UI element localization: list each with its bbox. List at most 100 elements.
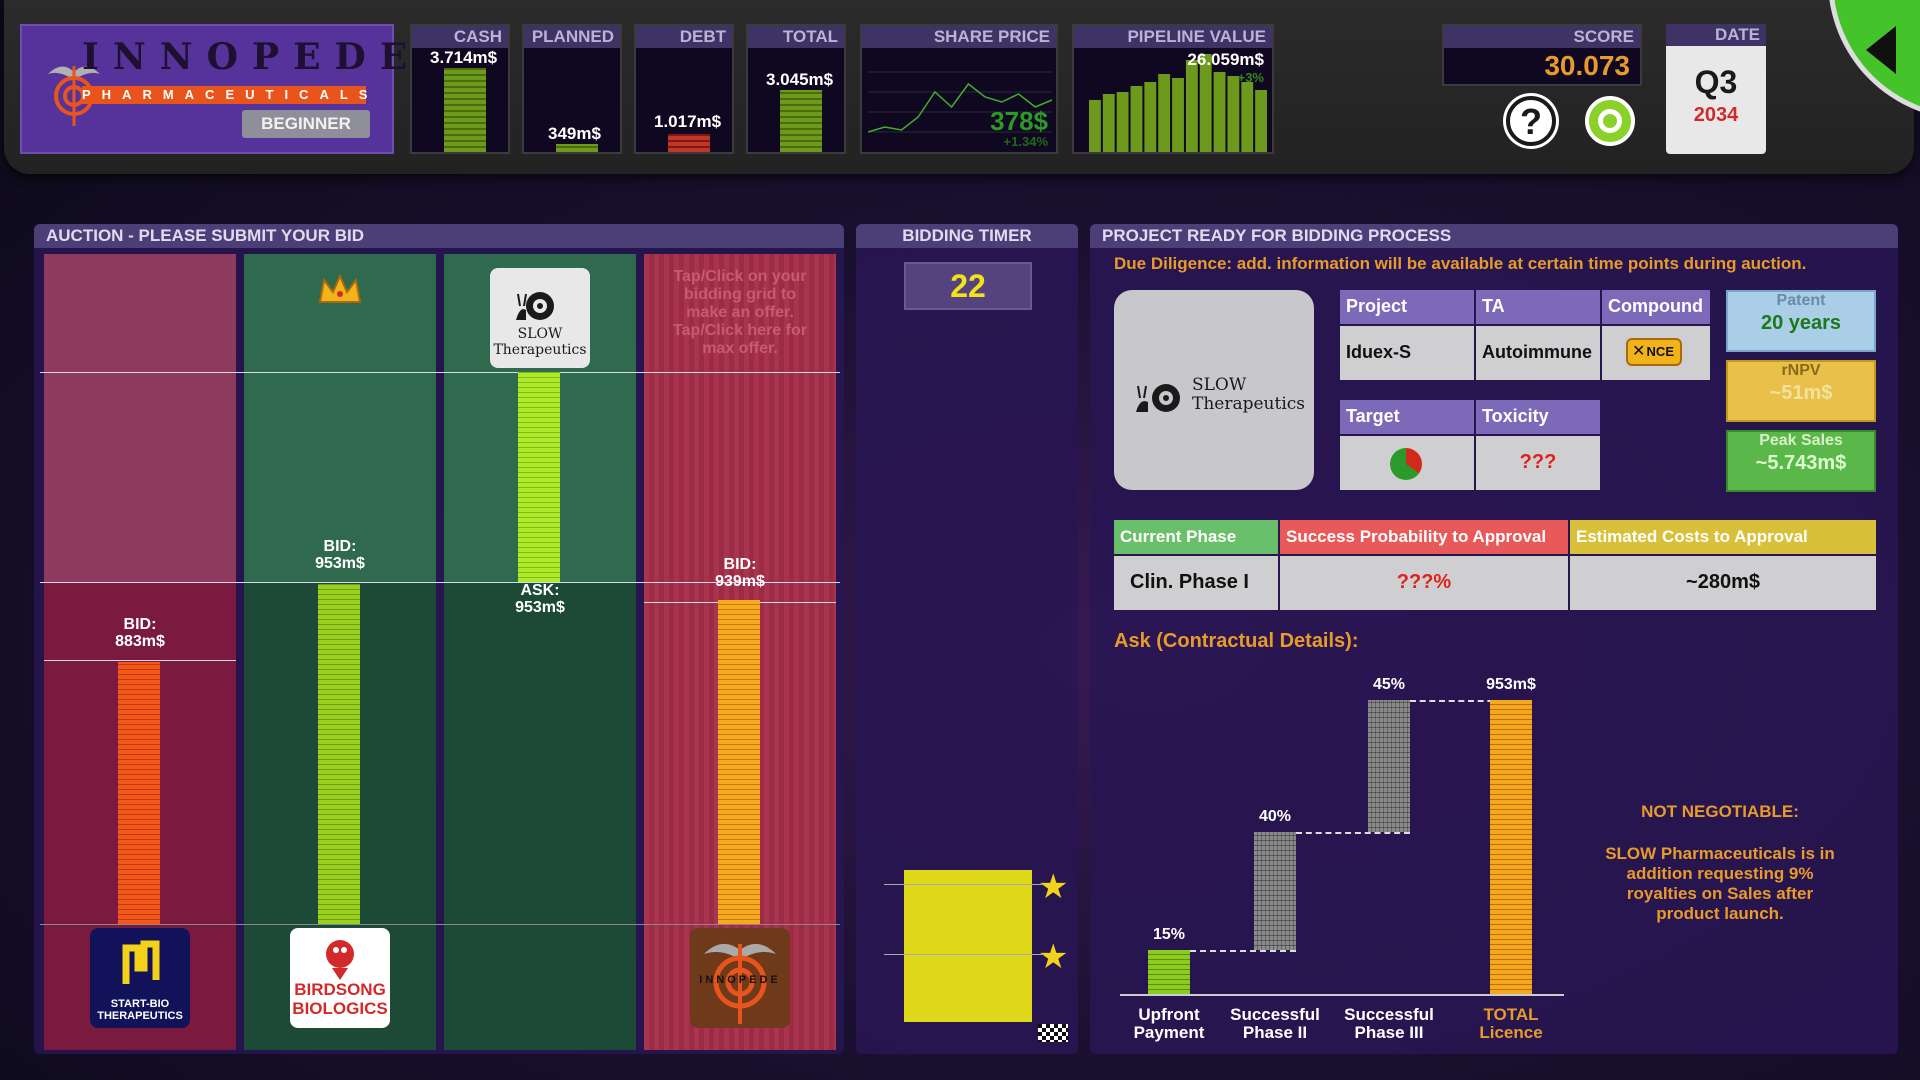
- ask-category-label: TOTAL Licence: [1479, 1005, 1543, 1042]
- pipeline-bar: [1089, 100, 1101, 152]
- molecule-icon: ✕: [1632, 343, 1646, 360]
- target-pie-icon: [1390, 448, 1422, 480]
- planned-value: 349m$: [548, 124, 601, 143]
- patent-value: 20 years: [1760, 312, 1842, 334]
- share-price-widget: SHARE PRICE 378$ +1.34%: [860, 24, 1058, 154]
- ask-bar-label: 953m$: [1486, 676, 1536, 693]
- bid-bar-start-bio: [118, 662, 160, 924]
- project-company-name: SLOW Therapeutics: [1192, 375, 1306, 414]
- compound-header: Compound: [1602, 290, 1710, 324]
- ask-bar-3: [1490, 700, 1532, 994]
- rnpv-label: rNPV: [1781, 362, 1821, 379]
- pipeline-value-value: 26.059m$: [1187, 50, 1264, 69]
- debt-bar: [668, 134, 710, 152]
- score-label: SCORE: [1444, 26, 1640, 48]
- timer-value: 22: [950, 268, 986, 304]
- timer-display: 22: [904, 262, 1032, 310]
- slow-therapeutics-name: SLOW Therapeutics: [493, 326, 587, 358]
- ask-category-label: Upfront Payment: [1133, 1005, 1205, 1042]
- pipeline-value-chart: [1089, 54, 1267, 152]
- ask-bar-0: [1148, 949, 1190, 994]
- project-header: Project: [1340, 290, 1474, 324]
- ask-bar-label: 15%: [1152, 925, 1186, 943]
- estimated-costs-value: ~280m$: [1570, 556, 1876, 610]
- estimated-costs-header: Estimated Costs to Approval: [1570, 520, 1876, 554]
- share-price-change: +1.34%: [1003, 134, 1048, 149]
- ta-header: TA: [1476, 290, 1600, 324]
- success-probability-value: ???%: [1280, 556, 1568, 610]
- date-year: 2034: [1693, 104, 1739, 126]
- ask-label-slow: ASK: 953m$: [515, 582, 565, 616]
- compound-cell: ✕ NCE: [1602, 326, 1710, 380]
- timer-threshold-line-1: [884, 884, 1042, 885]
- ask-category-label: Successful Phase II: [1230, 1005, 1320, 1042]
- birdsong-logo: BIRDSONG BIOLOGICS: [290, 928, 390, 1028]
- settings-gear-icon[interactable]: [1585, 96, 1635, 146]
- back-arrow-icon[interactable]: [1866, 26, 1896, 74]
- ask-bar-2: [1368, 700, 1410, 833]
- ask-bar-slow: [518, 372, 560, 582]
- score-value: 30.073: [1544, 50, 1630, 81]
- star-icon: ★: [1038, 868, 1069, 906]
- bid-hint-text[interactable]: Tap/Click on your bidding grid to make a…: [673, 268, 807, 357]
- debt-value: 1.017m$: [654, 112, 722, 131]
- planned-widget: PLANNED 349m$: [522, 24, 622, 154]
- total-widget: TOTAL 3.045m$: [746, 24, 846, 154]
- share-price-value: 378$: [990, 106, 1048, 136]
- pipeline-bar: [1255, 90, 1267, 152]
- logo-subtitle: PHARMACEUTICALS: [82, 86, 379, 104]
- rnpv-card: rNPV ~51m$: [1726, 360, 1876, 422]
- birdsong-name: BIRDSONG BIOLOGICS: [292, 980, 388, 1018]
- toxicity-value: ???: [1476, 436, 1600, 490]
- peak-sales-value: ~5.743m$: [1755, 452, 1847, 474]
- total-bar: [780, 90, 822, 152]
- toxicity-header: Toxicity: [1476, 400, 1600, 434]
- pipeline-bar: [1227, 76, 1240, 152]
- timer-threshold-line-2: [884, 954, 1042, 955]
- ask-bar-label: 45%: [1372, 676, 1406, 693]
- pipeline-bar: [1199, 54, 1212, 152]
- pipeline-bar: [1185, 60, 1198, 152]
- planned-label: PLANNED: [524, 26, 620, 48]
- pipeline-value-widget: PIPELINE VALUE 26.059m$ +3%: [1072, 24, 1274, 154]
- date-widget: DATE Q3 2034: [1666, 24, 1766, 154]
- ask-chart: 15% Upfront Payment 40% Successful Phase II…: [1110, 660, 1580, 1050]
- current-phase-header: Current Phase: [1114, 520, 1278, 554]
- finish-flag-icon: [1038, 1024, 1068, 1042]
- date-quarter: Q3: [1694, 64, 1738, 100]
- total-label: TOTAL: [748, 26, 844, 48]
- share-price-chart: [868, 71, 1052, 133]
- score-widget: SCORE 30.073: [1442, 24, 1642, 86]
- slow-therapeutics-logo: SLOW Therapeutics: [490, 268, 590, 368]
- not-negotiable-text: SLOW Pharmaceuticals is in addition requ…: [1605, 844, 1835, 923]
- project-title: PROJECT READY FOR BIDDING PROCESS: [1090, 224, 1898, 248]
- peak-sales-label: Peak Sales: [1759, 432, 1843, 449]
- innopede-name: INNOPEDE: [699, 974, 781, 986]
- debt-widget: DEBT 1.017m$: [634, 24, 734, 154]
- grid-line-ask: [40, 582, 840, 583]
- logo-wordmark: INNOPEDE: [82, 36, 422, 78]
- timer-bar: [904, 870, 1032, 1022]
- bid-label-player: BID: 939m$: [715, 556, 765, 590]
- project-value: Iduex-S: [1340, 326, 1474, 380]
- debt-label: DEBT: [636, 26, 732, 48]
- innopede-logo: INNOPEDE: [690, 928, 790, 1028]
- ask-chart-axis: [1120, 994, 1564, 996]
- ask-bar-label: 40%: [1258, 808, 1292, 826]
- project-company-card: SLOW Therapeutics: [1114, 290, 1314, 490]
- crown-icon: [318, 272, 362, 306]
- peak-sales-card: Peak Sales ~5.743m$: [1726, 430, 1876, 492]
- pipeline-bar: [1102, 94, 1115, 152]
- pipeline-bar: [1130, 86, 1143, 152]
- start-bio-logo: START-BIO THERAPEUTICS: [90, 928, 190, 1028]
- ask-bar-1: [1254, 832, 1296, 950]
- ask-connector-line: [1410, 700, 1532, 702]
- pipeline-bar: [1158, 74, 1171, 152]
- difficulty-level-badge[interactable]: BEGINNER: [242, 110, 370, 138]
- not-negotiable-title: NOT NEGOTIABLE:: [1641, 802, 1799, 821]
- ask-connector-line: [1296, 832, 1410, 835]
- bid-bar-birdsong: [318, 584, 360, 924]
- help-icon[interactable]: ?: [1506, 96, 1556, 146]
- bid-label-start-bio: BID: 883m$: [115, 616, 165, 650]
- success-probability-header: Success Probability to Approval: [1280, 520, 1568, 554]
